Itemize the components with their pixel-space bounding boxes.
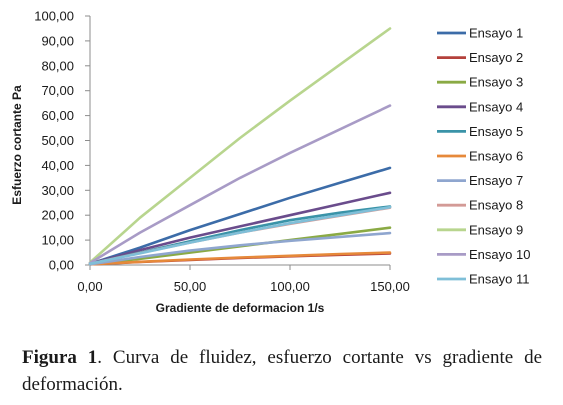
y-tick-label: 60,00 bbox=[41, 108, 74, 123]
figure-caption-text: . Curva de fluidez, esfuerzo cortante vs… bbox=[22, 347, 542, 395]
x-axis-title: Gradiente de deformacion 1/s bbox=[156, 301, 325, 315]
figure-caption-label: Figura 1 bbox=[22, 347, 98, 368]
series-line-ensayo-6 bbox=[88, 251, 392, 266]
y-tick-label: 80,00 bbox=[41, 58, 74, 73]
legend-label: Ensayo 4 bbox=[469, 99, 523, 114]
y-tick-label: 20,00 bbox=[41, 208, 74, 223]
x-tick-label: 150,00 bbox=[370, 279, 410, 294]
legend-label: Ensayo 6 bbox=[469, 149, 523, 164]
line-chart: 0,00 10,00 20,00 30,00 40,00 50,00 60,00 70,00 8… bbox=[10, 9, 530, 316]
y-axis-title: Esfuerzo cortante Pa bbox=[10, 85, 24, 205]
series-line-ensayo-7 bbox=[88, 231, 392, 266]
series-line-ensayo-11 bbox=[88, 205, 392, 266]
y-tick-label: 50,00 bbox=[41, 133, 74, 148]
series-lines bbox=[88, 27, 392, 266]
series-line-ensayo-1 bbox=[88, 166, 392, 266]
series-line-ensayo-4 bbox=[88, 191, 392, 266]
y-tick-label: 70,00 bbox=[41, 83, 74, 98]
y-tick-label: 90,00 bbox=[41, 33, 74, 48]
legend-label: Ensayo 2 bbox=[469, 50, 523, 65]
x-tick-label: 100,00 bbox=[270, 279, 310, 294]
legend-label: Ensayo 3 bbox=[469, 75, 523, 90]
y-tick-label: 10,00 bbox=[41, 233, 74, 248]
y-tick-label: 100,00 bbox=[34, 9, 74, 24]
series-line-ensayo-9 bbox=[88, 27, 392, 264]
y-tick-label: 30,00 bbox=[41, 183, 74, 198]
figure-caption: Figura 1. Curva de fluidez, esfuerzo cor… bbox=[22, 344, 542, 398]
x-axis-ticks: 0,00 50,00 100,00 150,00 bbox=[77, 265, 410, 294]
x-tick-label: 50,00 bbox=[174, 279, 207, 294]
legend-label: Ensayo 10 bbox=[469, 247, 530, 262]
y-axis-ticks: 0,00 10,00 20,00 30,00 40,00 50,00 60,00 70,00 8… bbox=[34, 9, 90, 273]
y-tick-label: 40,00 bbox=[41, 158, 74, 173]
legend-label: Ensayo 5 bbox=[469, 124, 523, 139]
legend-label: Ensayo 9 bbox=[469, 222, 523, 237]
series-line-ensayo-10 bbox=[88, 104, 392, 265]
legend: Ensayo 1 Ensayo 2 Ensayo 3 Ensayo 4 Ensayo 5… bbox=[437, 26, 530, 287]
legend-label: Ensayo 7 bbox=[469, 173, 523, 188]
legend-label: Ensayo 1 bbox=[469, 26, 523, 41]
x-tick-label: 0,00 bbox=[77, 279, 102, 294]
y-tick-label: 0,00 bbox=[49, 258, 74, 273]
legend-label: Ensayo 11 bbox=[469, 272, 529, 287]
legend-label: Ensayo 8 bbox=[469, 198, 523, 213]
